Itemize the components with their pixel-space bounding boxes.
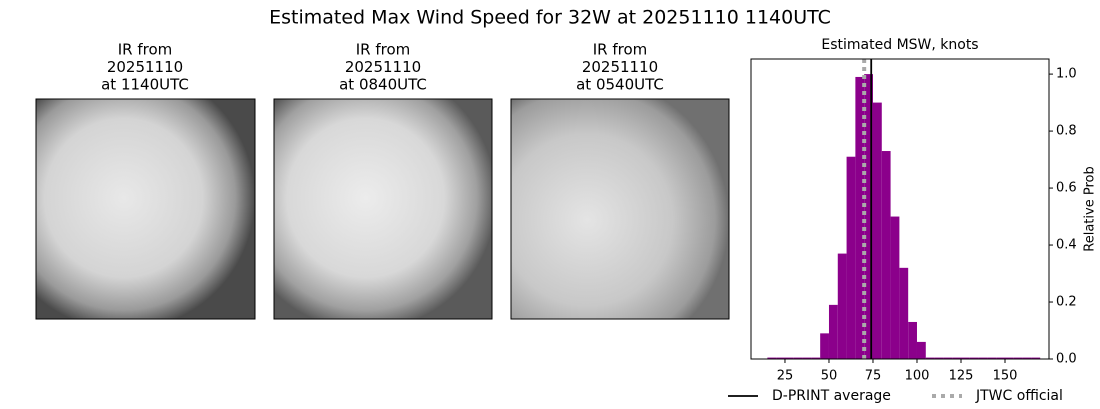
- x-tick-label: 125: [949, 369, 974, 384]
- bar: [811, 357, 821, 359]
- image-title: at 0540UTC: [576, 76, 664, 94]
- y-tick-label: 0.0: [1056, 352, 1077, 367]
- bar: [846, 156, 856, 359]
- ir-image: [510, 98, 730, 320]
- y-tick-label: 0.2: [1056, 295, 1077, 310]
- bar: [793, 357, 803, 359]
- bar: [1013, 357, 1023, 359]
- bar: [960, 357, 970, 359]
- bar: [855, 76, 865, 359]
- bar: [828, 304, 838, 359]
- bar: [978, 357, 988, 359]
- image-title: IR from: [118, 41, 173, 59]
- bar: [1004, 357, 1014, 359]
- bar: [996, 357, 1005, 359]
- legend-label: D-PRINT average: [772, 388, 891, 404]
- bar: [899, 267, 909, 359]
- image-title: IR from: [356, 41, 411, 59]
- bar: [872, 102, 882, 359]
- x-tick-label: 100: [905, 369, 930, 384]
- bar: [784, 357, 794, 359]
- y-tick-label: 0.8: [1056, 124, 1077, 139]
- image-title: at 0840UTC: [339, 76, 427, 94]
- plot-frame: [750, 58, 1050, 360]
- bar: [925, 357, 935, 359]
- legend-label: JTWC official: [975, 388, 1063, 404]
- bar: [943, 357, 953, 359]
- bar: [987, 357, 997, 359]
- bar: [1031, 357, 1041, 359]
- bar: [837, 253, 847, 359]
- image-title: 20251110: [345, 58, 421, 76]
- bar: [820, 333, 829, 359]
- bar: [776, 357, 785, 359]
- y-tick-label: 0.6: [1056, 181, 1077, 196]
- x-tick-label: 150: [993, 369, 1018, 384]
- chart-title: Estimated MSW, knots: [821, 37, 978, 53]
- image-title: 20251110: [107, 58, 183, 76]
- y-tick-label: 1.0: [1056, 67, 1077, 82]
- bar: [1022, 357, 1032, 359]
- bar: [767, 357, 777, 359]
- bar: [969, 357, 979, 359]
- image-title: 20251110: [582, 58, 658, 76]
- x-tick-label: 25: [777, 369, 794, 384]
- x-tick-label: 75: [865, 369, 882, 384]
- bar: [881, 151, 891, 359]
- bar: [890, 216, 900, 359]
- y-tick-label: 0.4: [1056, 238, 1077, 253]
- bar: [802, 357, 812, 359]
- figure-title: Estimated Max Wind Speed for 32W at 2025…: [269, 7, 831, 29]
- bar: [916, 341, 926, 359]
- bar: [934, 357, 944, 359]
- image-title: IR from: [593, 41, 648, 59]
- ir-image: [35, 98, 256, 320]
- image-title: at 1140UTC: [101, 76, 189, 94]
- ir-image: [273, 98, 493, 320]
- bar: [864, 74, 873, 359]
- y-axis-label: Relative Prob: [1083, 166, 1098, 251]
- x-tick-label: 50: [821, 369, 838, 384]
- bar: [908, 321, 917, 359]
- bar: [952, 357, 961, 359]
